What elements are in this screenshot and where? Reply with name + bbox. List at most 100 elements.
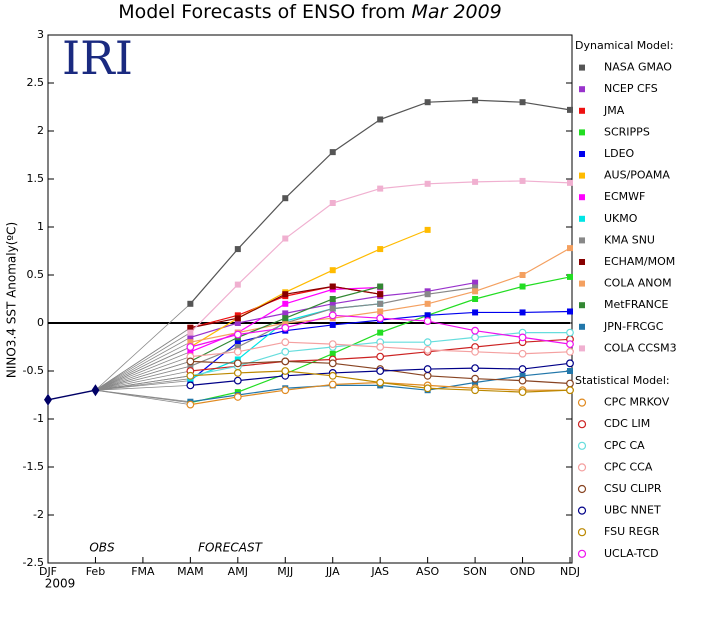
marker: [329, 149, 336, 156]
marker: [424, 300, 431, 307]
legend-header: Dynamical Model:: [575, 39, 674, 52]
legend-label: CPC CCA: [604, 460, 653, 473]
marker: [186, 371, 195, 380]
marker: [424, 291, 431, 298]
marker: [471, 364, 479, 373]
legend-marker: [579, 302, 585, 309]
marker: [423, 371, 432, 380]
marker: [233, 359, 242, 368]
legend-label: KMA SNU: [604, 233, 655, 246]
marker: [233, 393, 242, 401]
marker: [377, 116, 384, 123]
marker: [377, 308, 384, 315]
legend-label: CDC LIM: [604, 417, 650, 430]
marker: [472, 288, 479, 295]
year-label: 2009: [45, 577, 76, 591]
marker: [519, 177, 526, 184]
x-tick-label: ASO: [416, 565, 440, 578]
marker: [567, 106, 573, 113]
marker: [186, 400, 195, 409]
marker: [518, 376, 527, 385]
legend-marker: [577, 420, 587, 429]
marker: [328, 371, 337, 380]
connector: [95, 361, 191, 391]
marker: [566, 386, 574, 395]
connector: [95, 365, 191, 391]
marker: [376, 314, 385, 323]
legend-label: UKMO: [604, 212, 638, 225]
marker: [234, 320, 241, 326]
marker: [566, 359, 574, 368]
connector: [95, 351, 191, 391]
marker: [423, 317, 432, 325]
marker: [234, 344, 241, 350]
marker: [423, 384, 432, 393]
marker: [329, 305, 336, 312]
marker: [281, 386, 290, 395]
marker: [377, 283, 384, 290]
legend-label: CPC MRKOV: [604, 396, 670, 409]
marker: [328, 311, 337, 320]
legend-label: JPN-FRCGC: [603, 320, 664, 333]
legend-marker: [577, 398, 587, 407]
obs-annotation: OBS: [89, 541, 115, 555]
connector: [95, 303, 191, 391]
legend-marker: [579, 86, 585, 93]
x-tick-label: OND: [510, 565, 535, 578]
marker: [471, 347, 479, 356]
y-tick-label: 2: [37, 124, 44, 137]
connector: [95, 346, 191, 391]
marker: [472, 296, 479, 302]
y-tick-label: 2.5: [27, 76, 45, 89]
legend-label: COLA ANOM: [604, 277, 672, 290]
x-tick-label: SON: [463, 565, 487, 578]
marker: [328, 359, 337, 368]
marker: [519, 283, 526, 290]
x-tick-label: Feb: [86, 565, 105, 578]
marker: [518, 365, 527, 373]
marker: [519, 272, 526, 278]
legend-marker: [577, 528, 587, 537]
connector: [95, 332, 191, 391]
marker: [424, 99, 431, 106]
marker: [424, 180, 431, 187]
connector: [95, 378, 191, 391]
marker: [376, 378, 385, 387]
marker: [471, 386, 479, 395]
legend-label: UCLA-TCD: [604, 547, 659, 560]
y-tick-label: -2: [33, 508, 44, 521]
legend-label: ECMWF: [604, 190, 645, 203]
marker: [233, 347, 242, 356]
y-tick-label: -0.5: [23, 364, 44, 377]
marker: [234, 339, 241, 346]
marker: [186, 381, 195, 390]
marker: [282, 315, 289, 322]
legend-label: ECHAM/MOM: [604, 255, 675, 268]
marker: [282, 320, 289, 326]
legend-marker: [577, 549, 587, 558]
marker: [282, 300, 289, 307]
marker: [376, 343, 385, 351]
marker: [282, 195, 289, 202]
legend-marker: [579, 107, 585, 114]
marker: [187, 324, 194, 331]
legend-label: CSU CLIPR: [604, 482, 662, 495]
legend-label: JMA: [603, 104, 625, 117]
marker: [472, 97, 479, 104]
marker: [187, 300, 194, 307]
marker: [377, 185, 384, 192]
connector: [95, 389, 191, 405]
title-main: Model Forecasts of ENSO from: [118, 1, 405, 23]
connector: [95, 375, 191, 391]
marker: [566, 340, 574, 349]
x-tick-label: DJF: [39, 565, 57, 578]
marker: [471, 374, 479, 383]
marker: [329, 267, 336, 274]
legend-marker: [579, 129, 585, 136]
series-line: [190, 229, 428, 348]
legend-label: AUS/POAMA: [604, 169, 670, 182]
marker: [518, 349, 527, 358]
forecast-annotation: FORECAST: [198, 541, 263, 555]
legend-marker: [579, 259, 585, 265]
